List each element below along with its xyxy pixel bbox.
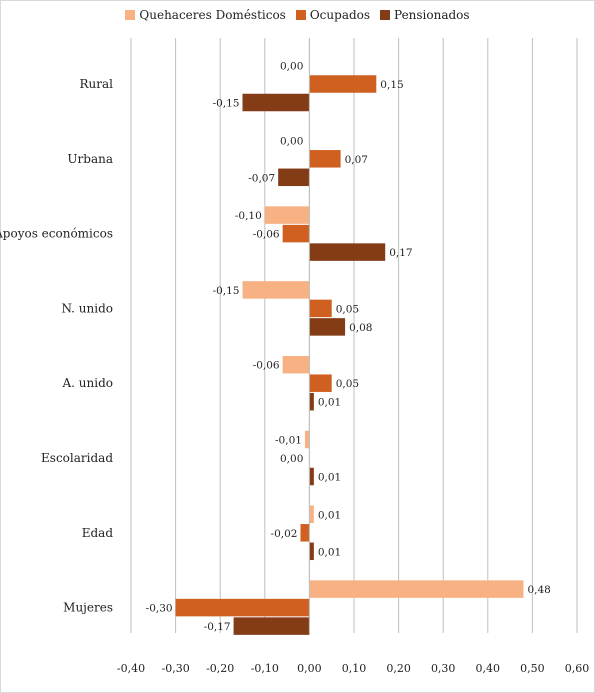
category-label: Apoyos económicos (0, 227, 113, 241)
data-label: 0,00 (280, 135, 303, 147)
data-label: 0,48 (527, 584, 550, 596)
x-tick-label: 0,30 (431, 662, 456, 675)
legend-item: Quehaceres Domésticos (125, 8, 286, 22)
category-label: N. unido (61, 301, 113, 315)
bar (309, 467, 314, 486)
data-label: -0,15 (213, 285, 240, 297)
bar (309, 299, 332, 318)
bar (264, 206, 310, 224)
bar (309, 374, 332, 392)
data-label: 0,00 (280, 61, 303, 73)
bar (282, 224, 310, 243)
x-tick-label: 0,50 (520, 662, 545, 675)
bar (309, 318, 346, 336)
legend-swatch (125, 10, 136, 20)
bar (242, 281, 310, 299)
bar (242, 93, 310, 112)
legend-label: Pensionados (394, 8, 470, 22)
bar (278, 168, 310, 187)
category-label: Mujeres (63, 601, 113, 615)
data-label: 0,17 (389, 247, 412, 259)
data-label: 0,05 (336, 303, 359, 315)
x-tick-label: 0,60 (565, 662, 590, 675)
data-label: -0,02 (271, 528, 298, 540)
data-label: 0,01 (318, 509, 341, 521)
data-label: -0,30 (146, 603, 173, 615)
bar (309, 580, 524, 598)
category-label: A. unido (62, 376, 114, 390)
legend: Quehaceres Domésticos Ocupados Pensionados (0, 8, 595, 22)
data-label: -0,15 (213, 98, 240, 110)
legend-label: Ocupados (309, 8, 371, 22)
x-tick-label: 0,10 (342, 662, 367, 675)
category-label: Edad (82, 526, 114, 540)
data-label: -0,01 (275, 435, 302, 447)
legend-swatch (380, 10, 391, 20)
x-tick-label: -0,10 (251, 662, 279, 675)
bar (175, 598, 310, 617)
bar (282, 355, 310, 374)
category-label: Urbana (67, 152, 113, 166)
x-tick-label: -0,30 (161, 662, 189, 675)
bar (309, 150, 341, 168)
bar (304, 430, 310, 449)
data-label: 0,07 (345, 154, 368, 166)
bar (309, 243, 386, 261)
bar (300, 524, 310, 542)
bar (309, 392, 314, 411)
data-label: 0,08 (349, 322, 372, 334)
data-label: 0,05 (336, 378, 359, 390)
x-tick-label: -0,40 (117, 662, 145, 675)
legend-item: Pensionados (380, 8, 470, 22)
category-label: Rural (80, 77, 114, 91)
data-label: -0,07 (248, 172, 275, 184)
legend-item: Ocupados (295, 8, 371, 22)
legend-swatch (295, 10, 306, 20)
legend-label: Quehaceres Domésticos (139, 8, 286, 22)
data-label: 0,01 (318, 546, 341, 558)
data-label: -0,06 (253, 229, 280, 241)
data-label: -0,06 (253, 360, 280, 372)
category-label: Escolaridad (41, 451, 113, 465)
data-label: 0,01 (318, 472, 341, 484)
bar (309, 75, 377, 93)
data-label: 0,15 (380, 79, 403, 91)
x-tick-label: -0,20 (206, 662, 234, 675)
bar (309, 505, 314, 524)
data-label: -0,17 (204, 621, 231, 633)
bar (309, 542, 314, 561)
bar (233, 617, 310, 635)
x-tick-label: 0,40 (476, 662, 501, 675)
data-label: 0,01 (318, 397, 341, 409)
data-label: -0,10 (235, 210, 262, 222)
data-label: 0,00 (280, 453, 303, 465)
x-tick-label: 0,00 (297, 662, 322, 675)
x-tick-label: 0,20 (386, 662, 411, 675)
